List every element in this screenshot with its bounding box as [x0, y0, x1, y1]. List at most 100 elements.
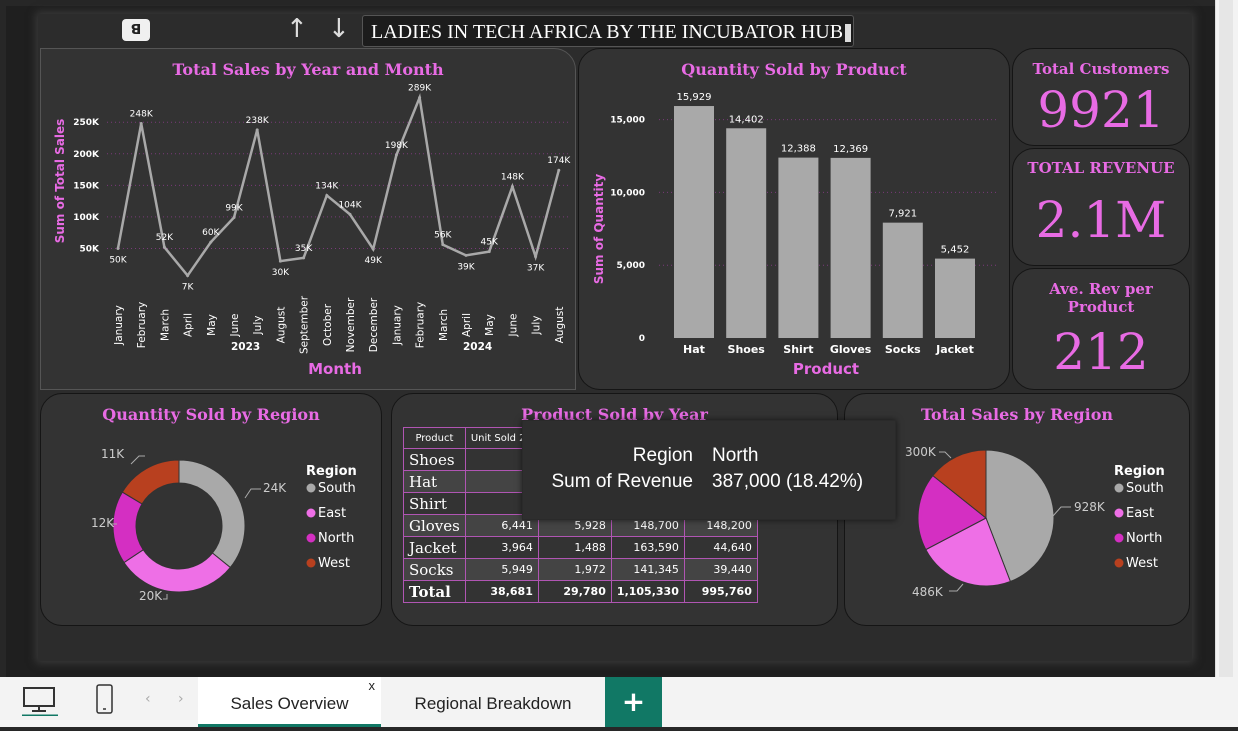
- pie-slice[interactable]: [917, 474, 987, 551]
- data-point[interactable]: [418, 96, 422, 100]
- bar[interactable]: [778, 157, 819, 338]
- x-tick-label: December: [368, 297, 380, 352]
- legend-item[interactable]: West: [1126, 556, 1158, 571]
- legend-swatch: [1114, 508, 1124, 518]
- kpi-avg-revenue: Ave. Rev per Product 212: [1012, 268, 1190, 390]
- data-point[interactable]: [510, 185, 514, 189]
- data-point[interactable]: [302, 256, 306, 260]
- data-point[interactable]: [464, 253, 468, 257]
- tab-sales-overview[interactable]: Sales Overview x: [198, 677, 381, 727]
- column-header: Product: [403, 427, 466, 449]
- data-label: 104K: [338, 200, 362, 210]
- legend-item[interactable]: West: [318, 556, 350, 571]
- y-tick-label: 0: [639, 334, 645, 344]
- series-line[interactable]: [116, 92, 561, 278]
- scrollbar[interactable]: [1215, 0, 1238, 677]
- legend-item[interactable]: South: [318, 481, 356, 496]
- x-tick-label: August: [554, 307, 566, 344]
- data-point[interactable]: [487, 250, 491, 254]
- sales-region-panel[interactable]: Total Sales by Region 928K 486K 300K Region…: [844, 393, 1190, 626]
- bar-chart: 0 5,000 10,000 15,000 15,929 Hat 14,402 Shoes 12…: [592, 92, 999, 378]
- sales-line-panel[interactable]: Total Sales by Year and Month 50K 100K 150…: [40, 48, 576, 390]
- data-label: 12K: [91, 516, 115, 530]
- page-tab-bar: ‹ › Sales Overview x Regional Breakdown …: [0, 677, 1238, 727]
- data-label: 12,388: [781, 144, 816, 155]
- pie-slice[interactable]: [121, 459, 180, 505]
- data-point[interactable]: [371, 247, 375, 251]
- chevron-right-icon[interactable]: ›: [178, 691, 184, 707]
- x-tick-label: May: [206, 314, 218, 336]
- pie-slice[interactable]: [925, 517, 1012, 587]
- pie-slice[interactable]: [932, 449, 987, 520]
- y-tick-label: 10,000: [610, 188, 645, 198]
- table-cell: 1,972: [537, 558, 612, 581]
- bar[interactable]: [726, 128, 767, 338]
- data-point[interactable]: [162, 245, 166, 249]
- x-tick-label: March: [438, 309, 450, 341]
- x-tick-label: November: [345, 297, 357, 352]
- arrow-down-icon[interactable]: ↓: [328, 14, 350, 44]
- data-label: 60K: [202, 228, 220, 238]
- x-tick-label: April: [461, 313, 473, 337]
- data-point[interactable]: [325, 193, 329, 197]
- data-label: 24K: [263, 481, 287, 495]
- add-page-button[interactable]: +: [605, 677, 662, 727]
- table-cell: Socks: [403, 558, 466, 581]
- data-point[interactable]: [348, 212, 352, 216]
- data-label: 486K: [912, 585, 944, 599]
- data-label: 12,369: [833, 144, 868, 155]
- mobile-view-icon[interactable]: [95, 684, 115, 716]
- data-label: 238K: [246, 116, 270, 126]
- bar[interactable]: [935, 258, 975, 338]
- data-point[interactable]: [255, 128, 259, 132]
- data-point[interactable]: [209, 240, 213, 244]
- legend-item[interactable]: East: [1126, 506, 1154, 521]
- kpi-value: 212: [1053, 323, 1149, 381]
- data-point[interactable]: [534, 255, 538, 259]
- data-point[interactable]: [278, 259, 282, 263]
- data-point[interactable]: [232, 216, 236, 220]
- bar[interactable]: [674, 106, 714, 338]
- pie-slice[interactable]: [123, 549, 232, 593]
- data-point[interactable]: [139, 122, 143, 126]
- line-chart: 50K 100K 150K 200K 250K 50K 248K 52K 7K 60K 99K 238…: [53, 84, 571, 378]
- close-icon[interactable]: x: [368, 678, 376, 693]
- quantity-bar-panel[interactable]: Quantity Sold by Product 0 5,000 10,000 15,…: [578, 48, 1010, 390]
- legend-item[interactable]: North: [1126, 531, 1162, 546]
- y-tick-label: 50K: [80, 244, 101, 254]
- tooltip-region-value: North: [712, 445, 759, 466]
- data-point[interactable]: [116, 246, 120, 250]
- chevron-left-icon[interactable]: ‹: [145, 691, 151, 707]
- data-point[interactable]: [557, 168, 561, 172]
- bar[interactable]: [882, 222, 923, 338]
- data-point[interactable]: [394, 153, 398, 157]
- legend-swatch: [306, 533, 316, 543]
- x-tick-label: June: [507, 314, 519, 338]
- data-point[interactable]: [441, 243, 445, 247]
- x-tick-label: January: [113, 305, 125, 346]
- pie-slice[interactable]: [112, 491, 144, 564]
- x-tick-label: August: [275, 307, 287, 344]
- bar[interactable]: [830, 157, 871, 338]
- x-tick-label: May: [484, 314, 496, 336]
- quantity-region-panel[interactable]: Quantity Sold by Region 24K 20K 12K 11K Regi…: [40, 393, 382, 626]
- legend-item[interactable]: North: [318, 531, 354, 546]
- table-cell: 1,105,330: [610, 580, 685, 603]
- pie-slice[interactable]: [178, 459, 246, 569]
- table-cell: Jacket: [403, 536, 466, 559]
- kpi-total-customers: Total Customers 9921: [1012, 48, 1190, 146]
- text-cursor: [845, 24, 852, 43]
- data-label: 99K: [225, 204, 243, 214]
- legend-item[interactable]: South: [1126, 481, 1164, 496]
- desktop-view-icon[interactable]: [22, 686, 58, 716]
- kpi-title: TOTAL REVENUE: [1027, 159, 1175, 177]
- y-tick-label: 200K: [73, 150, 100, 160]
- x-tick-label: Jacket: [935, 343, 974, 356]
- tab-regional-breakdown[interactable]: Regional Breakdown: [384, 677, 602, 727]
- pie-slice[interactable]: [985, 449, 1055, 583]
- arrow-up-icon[interactable]: ↑: [286, 14, 308, 44]
- legend-item[interactable]: East: [318, 506, 346, 521]
- y-axis-title: Sum of Quantity: [592, 174, 606, 284]
- data-label: 14,402: [729, 114, 764, 125]
- data-point[interactable]: [186, 274, 190, 278]
